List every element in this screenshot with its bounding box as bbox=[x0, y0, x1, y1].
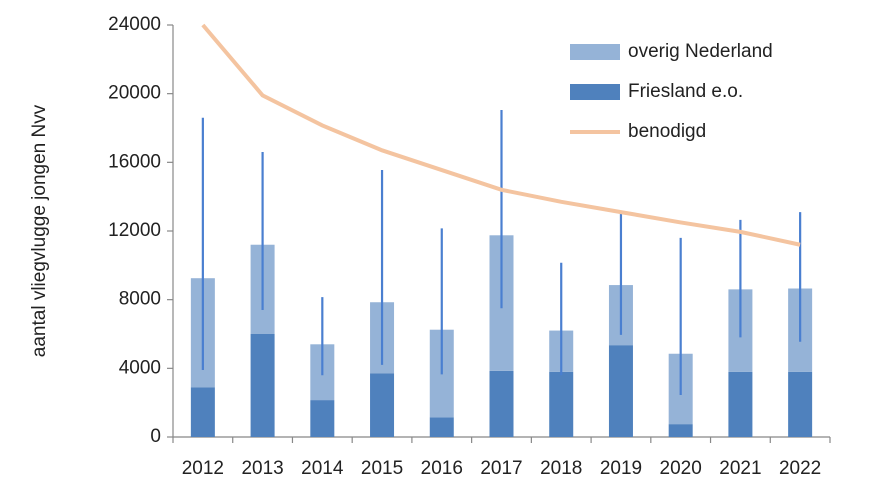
legend-label: benodigd bbox=[628, 121, 706, 142]
bar-segment bbox=[489, 370, 514, 437]
bar-segment bbox=[250, 334, 275, 437]
x-tick-label: 2018 bbox=[540, 458, 582, 479]
y-tick-label: 20000 bbox=[108, 83, 161, 104]
x-tick-label: 2019 bbox=[600, 458, 642, 479]
y-tick-label: 24000 bbox=[108, 14, 161, 35]
legend-swatch bbox=[570, 44, 620, 60]
y-tick-label: 8000 bbox=[119, 289, 161, 310]
y-tick-label: 4000 bbox=[119, 357, 161, 378]
legend-label: overig Nederland bbox=[628, 41, 773, 62]
bar-segment bbox=[668, 424, 693, 437]
y-axis-label: aantal vliegvlugge jongen Nvv bbox=[29, 104, 50, 357]
x-tick-label: 2013 bbox=[241, 458, 283, 479]
bar-segment bbox=[788, 371, 813, 437]
bar-segment bbox=[728, 371, 753, 437]
bar-segment bbox=[370, 373, 395, 437]
y-tick-label: 0 bbox=[150, 426, 161, 447]
x-tick-label: 2021 bbox=[719, 458, 761, 479]
bar-segment bbox=[310, 400, 335, 437]
bar-segment bbox=[608, 345, 633, 437]
x-tick-label: 2015 bbox=[361, 458, 403, 479]
x-tick-label: 2012 bbox=[182, 458, 224, 479]
bar-segment bbox=[190, 387, 215, 437]
x-tick-label: 2014 bbox=[301, 458, 344, 479]
bar-segment bbox=[429, 417, 454, 437]
x-tick-label: 2017 bbox=[480, 458, 522, 479]
bar-segment bbox=[549, 371, 574, 437]
y-tick-label: 16000 bbox=[108, 151, 161, 172]
x-tick-label: 2022 bbox=[779, 458, 821, 479]
x-tick-label: 2020 bbox=[660, 458, 702, 479]
line-series bbox=[201, 23, 801, 247]
legend-label: Friesland e.o. bbox=[628, 81, 743, 102]
x-tick-label: 2016 bbox=[421, 458, 463, 479]
y-tick-label: 12000 bbox=[108, 220, 161, 241]
legend-swatch bbox=[570, 84, 620, 100]
